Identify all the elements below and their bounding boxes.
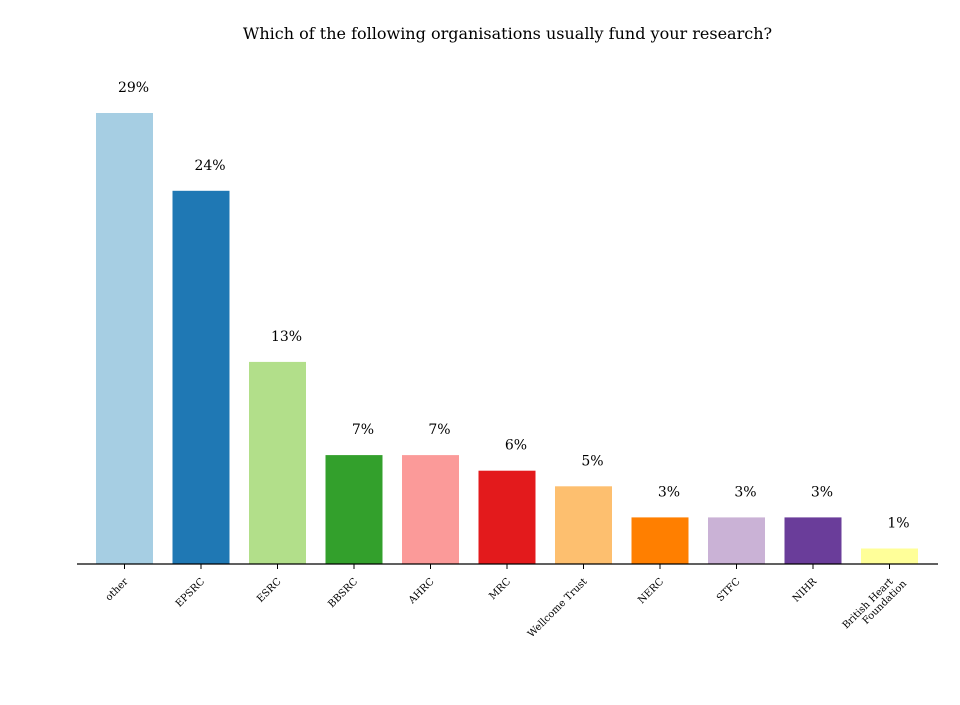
value-labels-layer: 29% 24% 13% 7% 7% 6% 5% 3% 3% 3% 1%	[118, 80, 910, 532]
x-tick-label: MRC	[487, 576, 513, 602]
value-label: 3%	[811, 484, 833, 500]
bar-bbsrc	[325, 455, 383, 564]
x-tick-label: NERC	[636, 576, 666, 606]
x-tick-label: AHRC	[406, 576, 437, 607]
bars-layer	[96, 113, 918, 565]
bar-wellcome-trust	[555, 486, 612, 565]
x-tick-label: STFC	[715, 576, 743, 604]
value-label: 13%	[271, 329, 302, 345]
value-label: 7%	[428, 422, 450, 438]
bar-ahrc	[402, 455, 459, 564]
x-tick-label: NIHR	[791, 576, 820, 605]
value-label: 5%	[581, 453, 603, 469]
value-label: 29%	[118, 80, 149, 96]
bar-mrc	[478, 470, 536, 564]
value-label: 7%	[352, 422, 374, 438]
bar-esrc	[249, 361, 306, 565]
x-tick-label: Wellcome Trust	[526, 576, 590, 640]
value-label: 6%	[505, 438, 527, 454]
bar-stfc	[708, 517, 765, 565]
x-ticks-layer: other EPSRC ESRC BBSRC AHRC MRC Wellcome Trust…	[104, 564, 910, 640]
value-label: 1%	[887, 516, 909, 532]
x-tick-label: BBSRC	[326, 576, 360, 610]
bar-other	[96, 113, 153, 564]
value-label: 3%	[734, 484, 756, 500]
x-tick-label: EPSRC	[174, 576, 208, 610]
x-tick-label: ESRC	[255, 576, 284, 605]
value-label: 3%	[658, 484, 680, 500]
chart-title: Which of the following organisations usu…	[242, 24, 773, 43]
x-tick-label: other	[104, 576, 131, 603]
bar-epsrc	[172, 190, 230, 565]
value-label: 24%	[194, 158, 225, 174]
bar-nerc	[631, 517, 689, 565]
x-tick-label: British HeartFoundation	[841, 570, 910, 639]
bar-nihr	[784, 517, 842, 565]
bar-british-heart-foundation	[861, 548, 918, 565]
